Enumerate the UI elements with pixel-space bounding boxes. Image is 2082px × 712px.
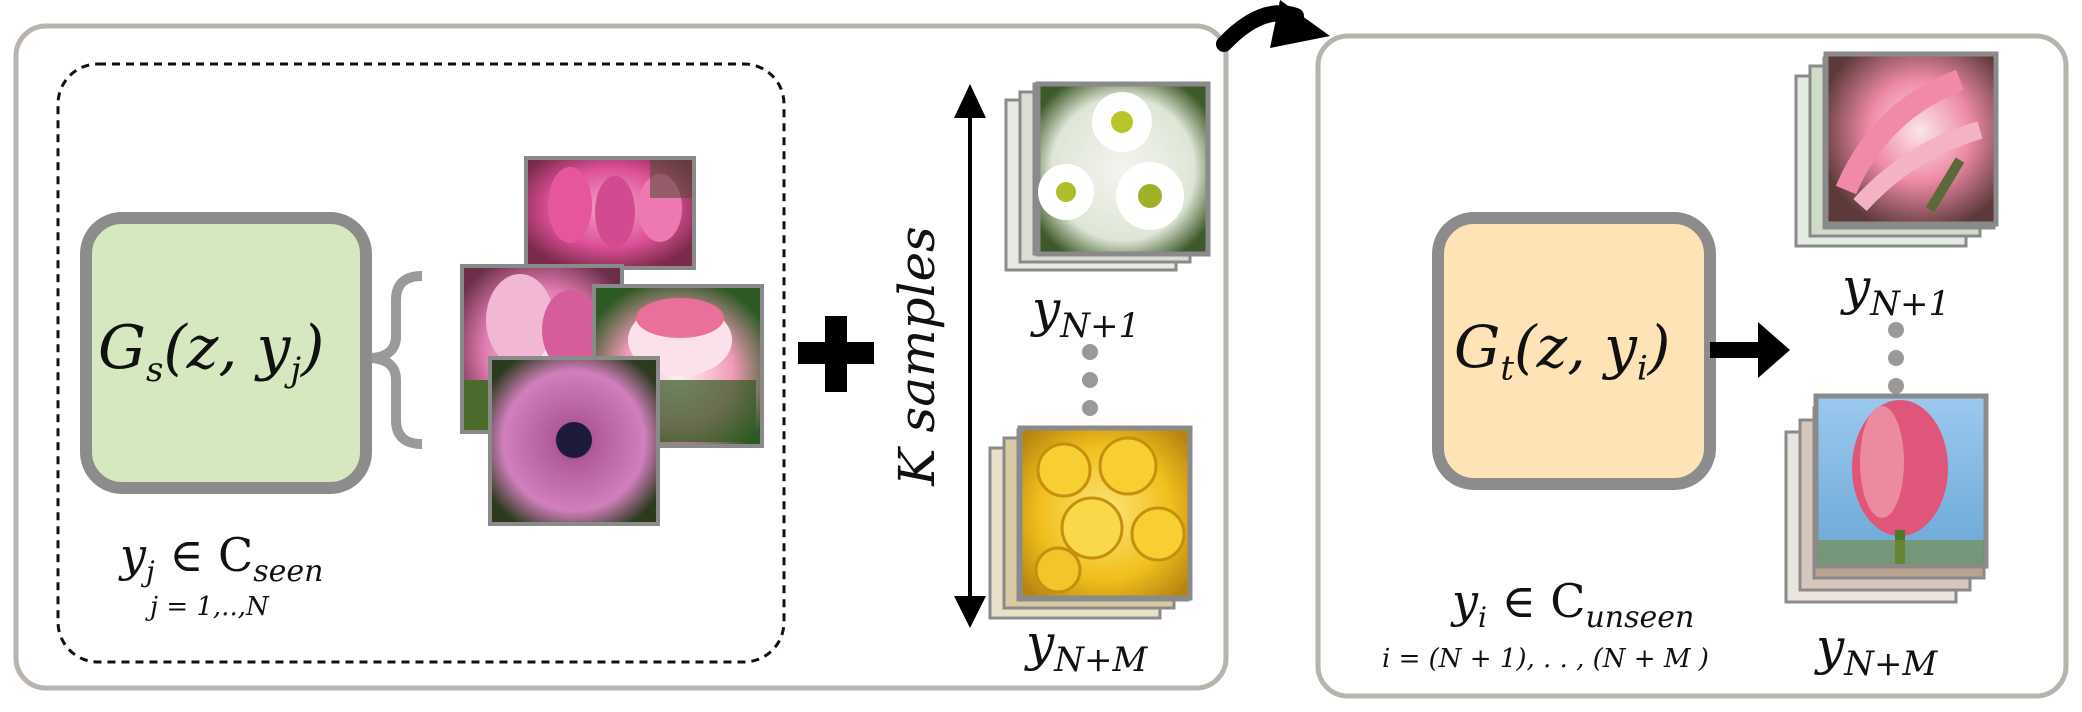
- sample-stack-gerbera: [1794, 51, 1999, 248]
- double-arrow-icon: [954, 84, 986, 628]
- unseen-index-range: i = (N + 1), . . , (N + M ): [1382, 644, 1709, 674]
- right-arrow-icon: [1710, 322, 1790, 378]
- seen-generator-box: [80, 212, 372, 494]
- plus-icon: [798, 316, 874, 392]
- left-bottom-sample-label: yN+M: [1026, 614, 1148, 680]
- right-top-sample-label: yN+1: [1842, 258, 1951, 324]
- seen-group-dashed-box: [56, 62, 786, 664]
- unseen-generator-label: Gt(z, yi): [1454, 313, 1671, 389]
- ellipsis-dots-left: [1082, 344, 1098, 416]
- seen-index-range: j = 1,..,N: [150, 592, 269, 622]
- seen-set-membership: yj ∈ Cseen: [120, 528, 324, 590]
- photo-purple-daisy: [488, 356, 660, 526]
- sample-stack-daisies: [1004, 81, 1211, 272]
- sample-stack-red-tulip: [1784, 393, 1989, 604]
- sample-stack-yellow-roses: [988, 425, 1193, 620]
- right-bottom-sample-label: yN+M: [1816, 618, 1938, 684]
- transfer-arrow-icon: [1216, 0, 1330, 52]
- left-top-sample-label: yN+1: [1032, 280, 1141, 346]
- ellipsis-dots-right: [1888, 322, 1904, 394]
- k-samples-label: K samples: [888, 226, 946, 486]
- seen-generator-label: Gs(z, yj): [98, 313, 325, 390]
- unseen-set-membership: yi ∈ Cunseen: [1452, 574, 1695, 636]
- photo-tulips-pink: [524, 156, 696, 270]
- curly-brace: [371, 271, 423, 449]
